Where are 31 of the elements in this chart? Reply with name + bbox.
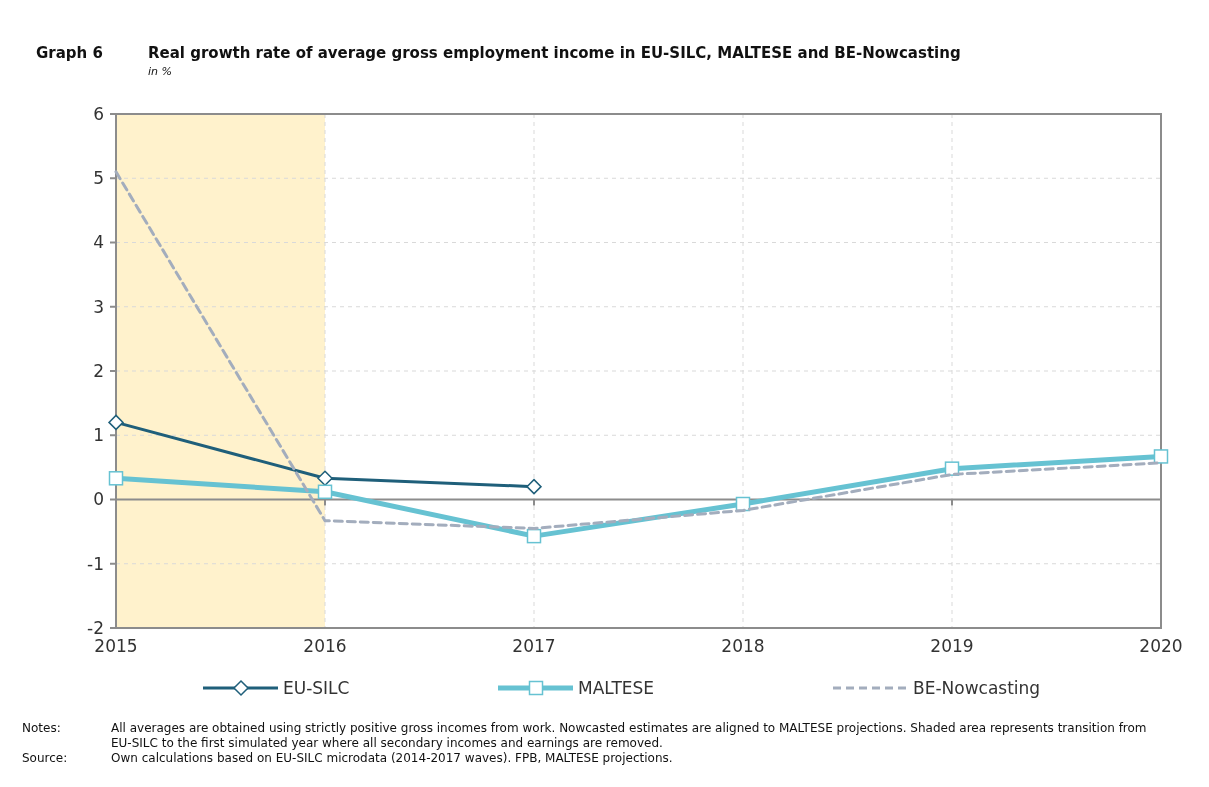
point [317,484,333,500]
legend-label: MALTESE [578,677,655,698]
x-tick-label: 2019 [930,636,974,656]
y-tick-label: 5 [93,168,104,189]
y-tick-label: 3 [93,296,104,317]
x-tick-label: 2017 [512,636,556,656]
y-tick-label: -2 [87,617,104,638]
x-tick-label: 2018 [721,636,765,656]
x-tick-label: 2020 [1139,636,1183,656]
legend-label: BE-Nowcasting [913,677,1041,698]
text: All averages are obtained using strictly positive gross incomes from work. Nowcasted estimates are aligned to MALTESE projections. Shaded area represents transition from EU-SILC to the first simulated year where all secondary incomes and earnings are removed. [111,721,1147,750]
y-tick-label: -1 [87,553,104,574]
chart-title: Real growth rate of average gross employment income in EU-SILC, MALTESE and BE-Nowcasting [148,44,961,62]
y-tick-label: 0 [93,489,104,510]
legend-label: EU-SILC [283,677,350,698]
chart-subtitle: in % [148,65,172,78]
point [1153,449,1169,464]
y-tick-label: 2 [93,360,104,381]
text: Own calculations based on EU-SILC microdata (2014-2017 waves). FPB, MALTESE projections. [111,751,673,765]
source-note: Source: [22,751,68,765]
x-tick-label: 2016 [303,636,347,656]
point [108,471,124,486]
point [317,470,333,487]
caption: Graph 6 [36,44,103,62]
y-tick-label: 6 [93,103,104,124]
y-tick-label: 1 [93,425,104,446]
text: Notes: [22,721,61,735]
point [108,414,124,431]
y-tick-label: 4 [93,232,104,253]
x-tick-label: 2015 [94,636,138,656]
point [526,478,542,495]
